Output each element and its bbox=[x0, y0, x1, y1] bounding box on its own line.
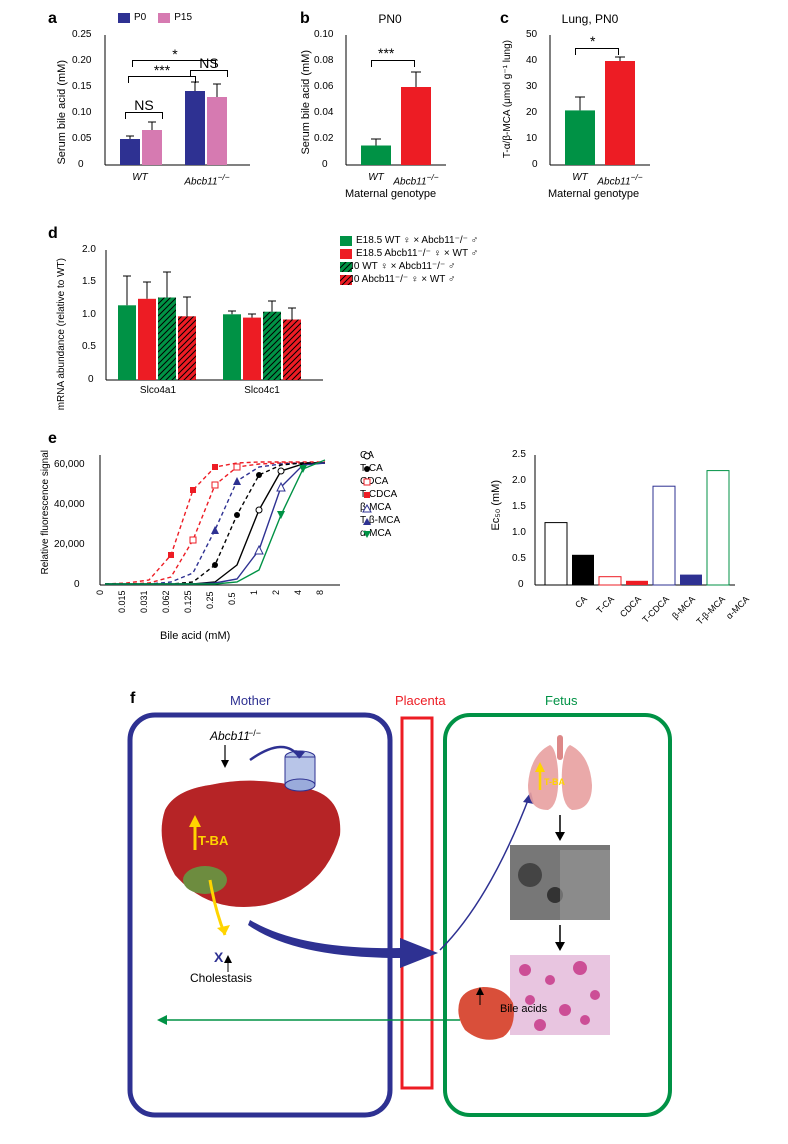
ytick-e-1: 20,000 bbox=[54, 539, 85, 550]
sig-bracket-c bbox=[575, 48, 619, 54]
label-fetus: Fetus bbox=[545, 693, 578, 708]
ytick-d-0: 0 bbox=[88, 374, 94, 385]
ytick-er-4: 2.0 bbox=[512, 475, 526, 486]
ytick-er-5: 2.5 bbox=[512, 449, 526, 460]
sig-b: *** bbox=[378, 45, 394, 61]
panel-b-label: b bbox=[300, 10, 310, 28]
xtick-d-2: Slco4c1 bbox=[232, 385, 292, 396]
ytick-er-2: 1.0 bbox=[512, 527, 526, 538]
panel-f-label: f bbox=[130, 690, 135, 708]
xtick-d-1: Slco4a1 bbox=[128, 385, 188, 396]
panel-e-right-chart bbox=[510, 445, 750, 645]
ytick-er-0: 0 bbox=[518, 579, 524, 590]
sig-a-star3: *** bbox=[144, 62, 180, 78]
ytick-e-0: 0 bbox=[74, 579, 80, 590]
ytick-b-5: 0.10 bbox=[314, 29, 333, 40]
ytick-b-2: 0.04 bbox=[314, 107, 333, 118]
sig-c: * bbox=[590, 33, 595, 49]
xtick-b-ko: Abcb11−/− bbox=[386, 172, 446, 187]
ytick-d-2: 1.0 bbox=[82, 309, 96, 320]
panel-d-chart bbox=[78, 240, 338, 410]
ytick-e-3: 60,000 bbox=[54, 459, 85, 470]
svg-text:Abcb11: Abcb11 bbox=[209, 729, 250, 743]
panel-b-title: PN0 bbox=[340, 12, 440, 26]
svg-text:T-BA: T-BA bbox=[198, 833, 229, 848]
panel-a-ylabel: Serum bile acid (mM) bbox=[56, 60, 68, 165]
label-placenta: Placenta bbox=[395, 693, 446, 708]
panel-c-label: c bbox=[500, 10, 509, 28]
ytick-c-1: 10 bbox=[526, 133, 537, 144]
panel-d-label: d bbox=[48, 225, 58, 243]
panel-f-diagram: Abcb11−/− T-BA X Cholestasis T-BA Bile a… bbox=[120, 710, 680, 1125]
svg-text:Bile acids: Bile acids bbox=[500, 1003, 548, 1015]
svg-text:Cholestasis: Cholestasis bbox=[190, 971, 252, 985]
ytick-c-4: 40 bbox=[526, 55, 537, 66]
ytick-b-0: 0 bbox=[322, 159, 328, 170]
panel-a-label: a bbox=[48, 10, 57, 28]
panel-e-label: e bbox=[48, 430, 57, 448]
sig-a-ns1: NS bbox=[128, 97, 160, 113]
ytick-d-3: 1.5 bbox=[82, 276, 96, 287]
ytick-c-2: 20 bbox=[526, 107, 537, 118]
ytick-b-1: 0.02 bbox=[314, 133, 333, 144]
sig-a-star1: * bbox=[160, 46, 190, 62]
ytick-e-2: 40,000 bbox=[54, 499, 85, 510]
svg-text:−/−: −/− bbox=[248, 728, 261, 738]
panel-e-legend: CA T-CA CDCA T-CDCA β-MCA T-β-MCA α-MCA bbox=[360, 450, 400, 541]
panel-b-xlabel: Maternal genotype bbox=[345, 188, 436, 200]
label-mother: Mother bbox=[230, 693, 270, 708]
ytick-b-4: 0.08 bbox=[314, 55, 333, 66]
ytick-b-3: 0.06 bbox=[314, 81, 333, 92]
panel-e-right-ylabel: Ec₅₀ (mM) bbox=[490, 480, 502, 531]
xtick-a-wt: WT bbox=[110, 172, 170, 183]
panel-b-ylabel: Serum bile acid (mM) bbox=[300, 50, 312, 155]
xtick-c-ko: Abcb11−/− bbox=[590, 172, 650, 187]
panel-e-left-ylabel: Relative fluorescence signal bbox=[40, 450, 51, 575]
ytick-er-1: 0.5 bbox=[512, 553, 526, 564]
ytick-c-5: 50 bbox=[526, 29, 537, 40]
panel-c-title: Lung, PN0 bbox=[535, 12, 645, 26]
ytick-c-0: 0 bbox=[532, 159, 538, 170]
panel-c-ylabel: T-α/β-MCA (μmol g⁻¹ lung) bbox=[502, 40, 513, 158]
panel-e-left-chart bbox=[65, 445, 355, 645]
panel-d-ylabel: mRNA abundance (relative to WT) bbox=[56, 258, 67, 410]
svg-text:T-BA: T-BA bbox=[544, 777, 565, 787]
ytick-c-3: 30 bbox=[526, 81, 537, 92]
panel-a-legend: P0 P15 bbox=[118, 12, 192, 25]
svg-text:X: X bbox=[214, 949, 224, 965]
xtick-a-ko: Abcb11−/− bbox=[177, 172, 237, 187]
ytick-d-4: 2.0 bbox=[82, 244, 96, 255]
panel-d-legend: E18.5 WT ♀ × Abcb11⁻/⁻ ♂ E18.5 Abcb11⁻/⁻… bbox=[340, 235, 478, 287]
panel-e-xlabel: Bile acid (mM) bbox=[160, 630, 230, 642]
ytick-d-1: 0.5 bbox=[82, 341, 96, 352]
ytick-er-3: 1.5 bbox=[512, 501, 526, 512]
panel-c-xlabel: Maternal genotype bbox=[548, 188, 639, 200]
